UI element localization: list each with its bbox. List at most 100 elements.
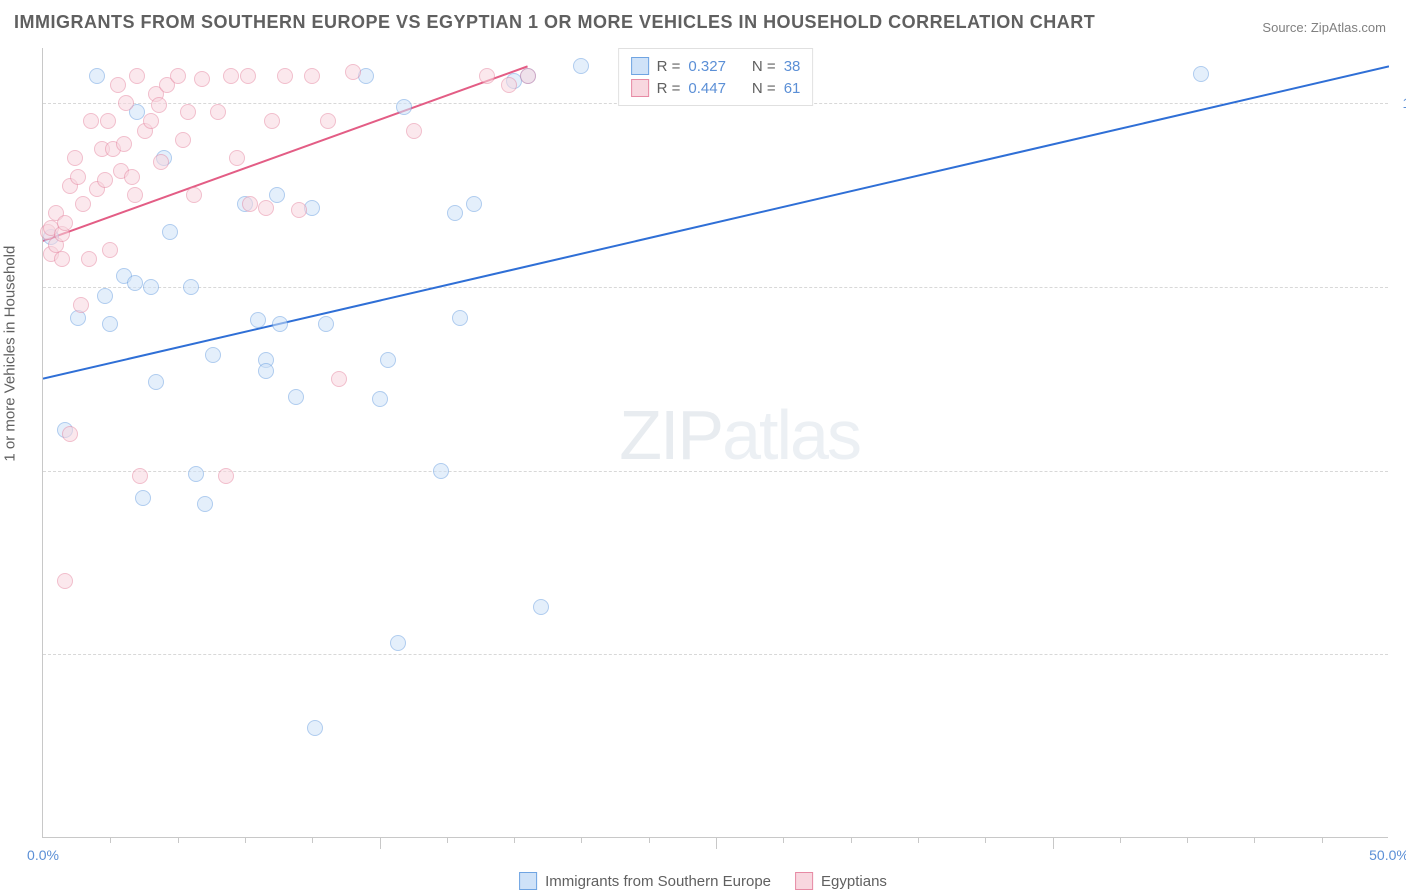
scatter-point [116,136,132,152]
scatter-point [264,113,280,129]
scatter-point [433,463,449,479]
scatter-point [170,68,186,84]
x-minor-tick [1120,837,1121,843]
scatter-point [188,466,204,482]
legend-n-label: N = [752,80,776,97]
scatter-point [479,68,495,84]
legend-item-series-2: Egyptians [795,872,887,890]
x-minor-tick [851,837,852,843]
scatter-point [118,95,134,111]
scatter-point [447,205,463,221]
x-minor-tick [985,837,986,843]
scatter-point [89,68,105,84]
scatter-point [269,187,285,203]
regression-lines [43,48,1389,838]
scatter-point [390,635,406,651]
scatter-point [132,468,148,484]
x-minor-tick [178,837,179,843]
scatter-point [210,104,226,120]
legend-r-value: 0.447 [688,80,726,97]
scatter-point [258,363,274,379]
scatter-point [345,64,361,80]
scatter-point [218,468,234,484]
scatter-point [57,573,73,589]
scatter-point [57,215,73,231]
regression-line [43,66,1389,378]
source-attribution: Source: ZipAtlas.com [1262,20,1386,35]
scatter-point [318,316,334,332]
scatter-point [304,68,320,84]
x-minor-tick [245,837,246,843]
scatter-point [162,224,178,240]
watermark: ZIPatlas [619,395,860,475]
scatter-point [205,347,221,363]
x-tick-label: 0.0% [27,847,59,863]
scatter-point [97,172,113,188]
legend-item-series-1: Immigrants from Southern Europe [519,872,771,890]
scatter-point [129,68,145,84]
source-label: Source: [1262,20,1307,35]
scatter-point [151,97,167,113]
scatter-point [143,279,159,295]
scatter-point [466,196,482,212]
y-tick-label: 100.0% [1403,95,1406,111]
scatter-point [258,200,274,216]
scatter-point [380,352,396,368]
scatter-point [250,312,266,328]
source-link[interactable]: ZipAtlas.com [1311,20,1386,35]
scatter-point [135,490,151,506]
scatter-point [194,71,210,87]
scatter-point [102,242,118,258]
scatter-point [288,389,304,405]
legend-swatch-icon [519,872,537,890]
scatter-point [183,279,199,295]
legend-row-series-2: R = 0.447 N = 61 [631,77,801,99]
scatter-point [320,113,336,129]
correlation-legend: R = 0.327 N = 38 R = 0.447 N = 61 [618,48,814,106]
scatter-point [573,58,589,74]
legend-n-label: N = [752,58,776,75]
scatter-point [533,599,549,615]
scatter-point [175,132,191,148]
legend-row-series-1: R = 0.327 N = 38 [631,55,801,77]
x-minor-tick [1254,837,1255,843]
scatter-point [143,113,159,129]
scatter-point [153,154,169,170]
scatter-point [127,275,143,291]
scatter-point [54,251,70,267]
scatter-point [70,169,86,185]
scatter-point [240,68,256,84]
legend-series-label: Egyptians [821,873,887,890]
x-minor-tick [110,837,111,843]
gridline-horizontal [43,287,1388,288]
x-minor-tick [1053,837,1054,849]
scatter-point [331,371,347,387]
x-minor-tick [447,837,448,843]
scatter-point [272,316,288,332]
y-axis-title: 1 or more Vehicles in Household [2,246,19,462]
scatter-point [100,113,116,129]
scatter-point [97,288,113,304]
x-minor-tick [1322,837,1323,843]
scatter-point [223,68,239,84]
scatter-point [62,426,78,442]
scatter-point [242,196,258,212]
scatter-point [67,150,83,166]
scatter-point [406,123,422,139]
x-minor-tick [312,837,313,843]
scatter-point [127,187,143,203]
scatter-point [396,99,412,115]
scatter-point [81,251,97,267]
scatter-point [307,720,323,736]
legend-swatch-icon [631,57,649,75]
scatter-point [372,391,388,407]
x-minor-tick [716,837,717,849]
scatter-point [110,77,126,93]
x-minor-tick [649,837,650,843]
scatter-plot-area: ZIPatlas R = 0.327 N = 38 R = 0.447 N = … [42,48,1388,838]
x-minor-tick [380,837,381,849]
chart-title: IMMIGRANTS FROM SOUTHERN EUROPE VS EGYPT… [14,12,1095,33]
gridline-horizontal [43,471,1388,472]
scatter-point [124,169,140,185]
legend-series-label: Immigrants from Southern Europe [545,873,771,890]
